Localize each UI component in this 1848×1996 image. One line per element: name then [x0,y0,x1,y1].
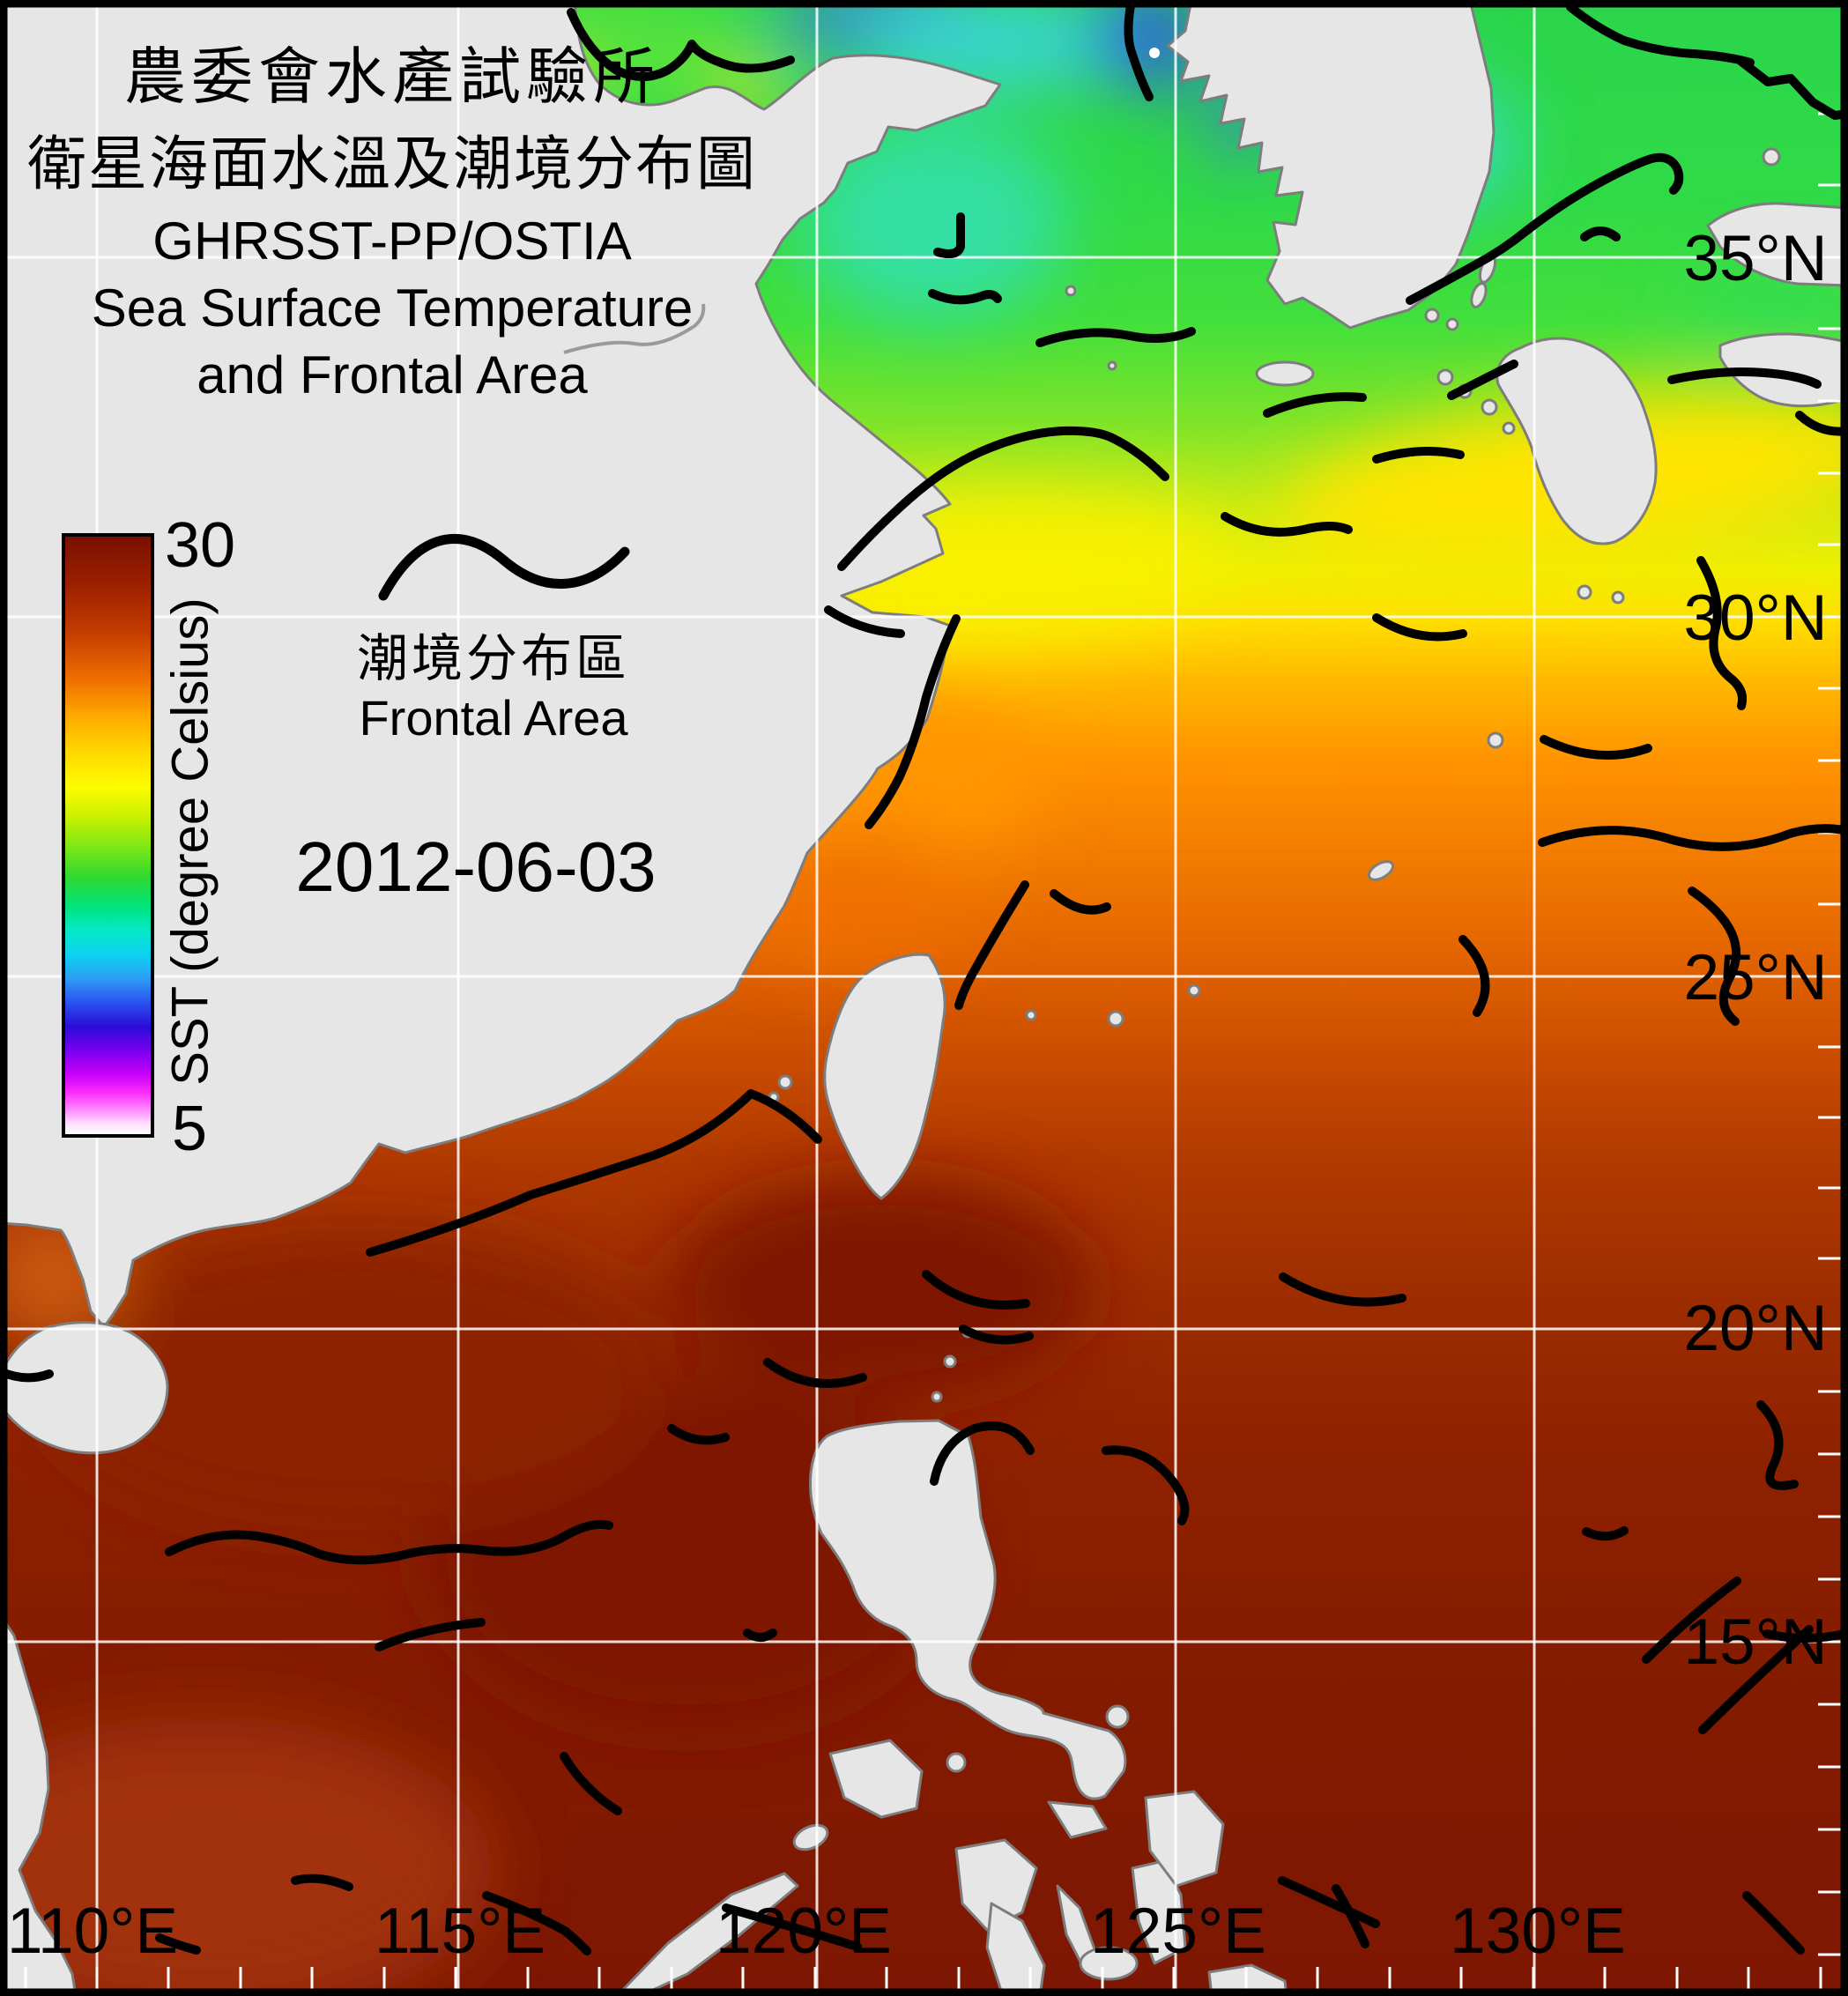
island-panay [954,1838,1038,1932]
landmass-kyushu [1495,337,1658,545]
map-date: 2012-06-03 [295,827,657,906]
river-yangtze [563,303,706,354]
islet-yellow-sea-2 [1107,360,1117,371]
island-miyako [1187,983,1201,998]
cold-eddy-center-dot [1149,48,1160,58]
island-amakusa [1502,421,1516,435]
legend-label-en: Frontal Area [359,690,628,746]
lon-label-110e: 110°E [7,1896,178,1967]
island-ishigaki [1107,1010,1124,1028]
landmass-hainan [0,1321,169,1455]
island-yonaguni [1025,1009,1037,1021]
subtitle-line1: Sea Surface Temperature [91,278,694,338]
landmass-korea [1166,0,1495,330]
island-penghu [777,1074,793,1090]
lon-label-115e: 115°E [375,1896,545,1967]
island-hirado [1481,398,1498,416]
island-marinduque [946,1752,967,1773]
lat-label-30n: 30°N [1683,582,1827,654]
degree-ticks [24,112,1841,1990]
landmass-taiwan [823,953,946,1200]
subtitle-line2: and Frontal Area [197,345,588,404]
latitude-labels: 35°N 30°N 25°N 20°N 15°N [1683,223,1827,1678]
colorbar-axis-label: SST (degree Celsius) [161,597,219,1086]
lon-label-130e: 130°E [1450,1896,1626,1967]
island-geoje [1424,308,1440,323]
island-oki [1762,147,1781,167]
island-bohol [1079,1946,1139,1981]
landmass-honshu [1706,202,1848,287]
island-palawan [615,1872,799,1996]
colorbar-min-label: 5 [172,1094,208,1164]
landmass-luzon [809,1419,1127,1800]
product-name: GHRSST-PP/OSTIA [152,211,632,271]
lon-label-125e: 125°E [1090,1896,1266,1967]
frontal-lines [0,1,1848,1955]
lon-label-120e: 120°E [716,1896,892,1967]
title-block: 農委會水產試驗所 衛星海面水溫及潮境分布圖 GHRSST-PP/OSTIA Se… [13,32,771,409]
frontal-line-symbol-icon [378,534,630,601]
island-babuyan [943,1354,957,1369]
colorbar-max-label: 30 [165,510,236,581]
lat-label-35n: 35°N [1683,223,1827,294]
island-goto [1436,368,1454,386]
island-catanduanes [1105,1704,1130,1729]
island-amami [1487,731,1504,749]
island-jeju [1255,360,1315,387]
longitude-labels: 110°E 115°E 120°E 125°E 130°E [7,1896,1626,1967]
lat-label-20n: 20°N [1683,1293,1827,1364]
lat-label-25n: 25°N [1683,942,1827,1013]
lat-label-15n: 15°N [1683,1606,1827,1678]
islet-yellow-sea-1 [1065,285,1077,297]
island-mindoro [828,1739,924,1819]
legend-label-zh: 潮境分布區 [356,630,630,687]
island-geoje-2 [1445,317,1459,331]
sst-colorbar [62,533,154,1138]
map-title-zh: 衛星海面水溫及潮境分布圖 [27,131,757,197]
island-tanegashima [1611,590,1625,605]
island-babuyan-2 [931,1391,943,1403]
island-okinawa [1367,860,1395,881]
org-name: 農委會水產試驗所 [124,42,660,111]
landmass-china [0,0,1002,1329]
island-samar [1144,1790,1225,1888]
island-yakushima [1577,584,1592,600]
island-masbate [1047,1800,1108,1839]
island-busuanga [792,1823,829,1851]
island-tsushima-south [1470,282,1488,308]
